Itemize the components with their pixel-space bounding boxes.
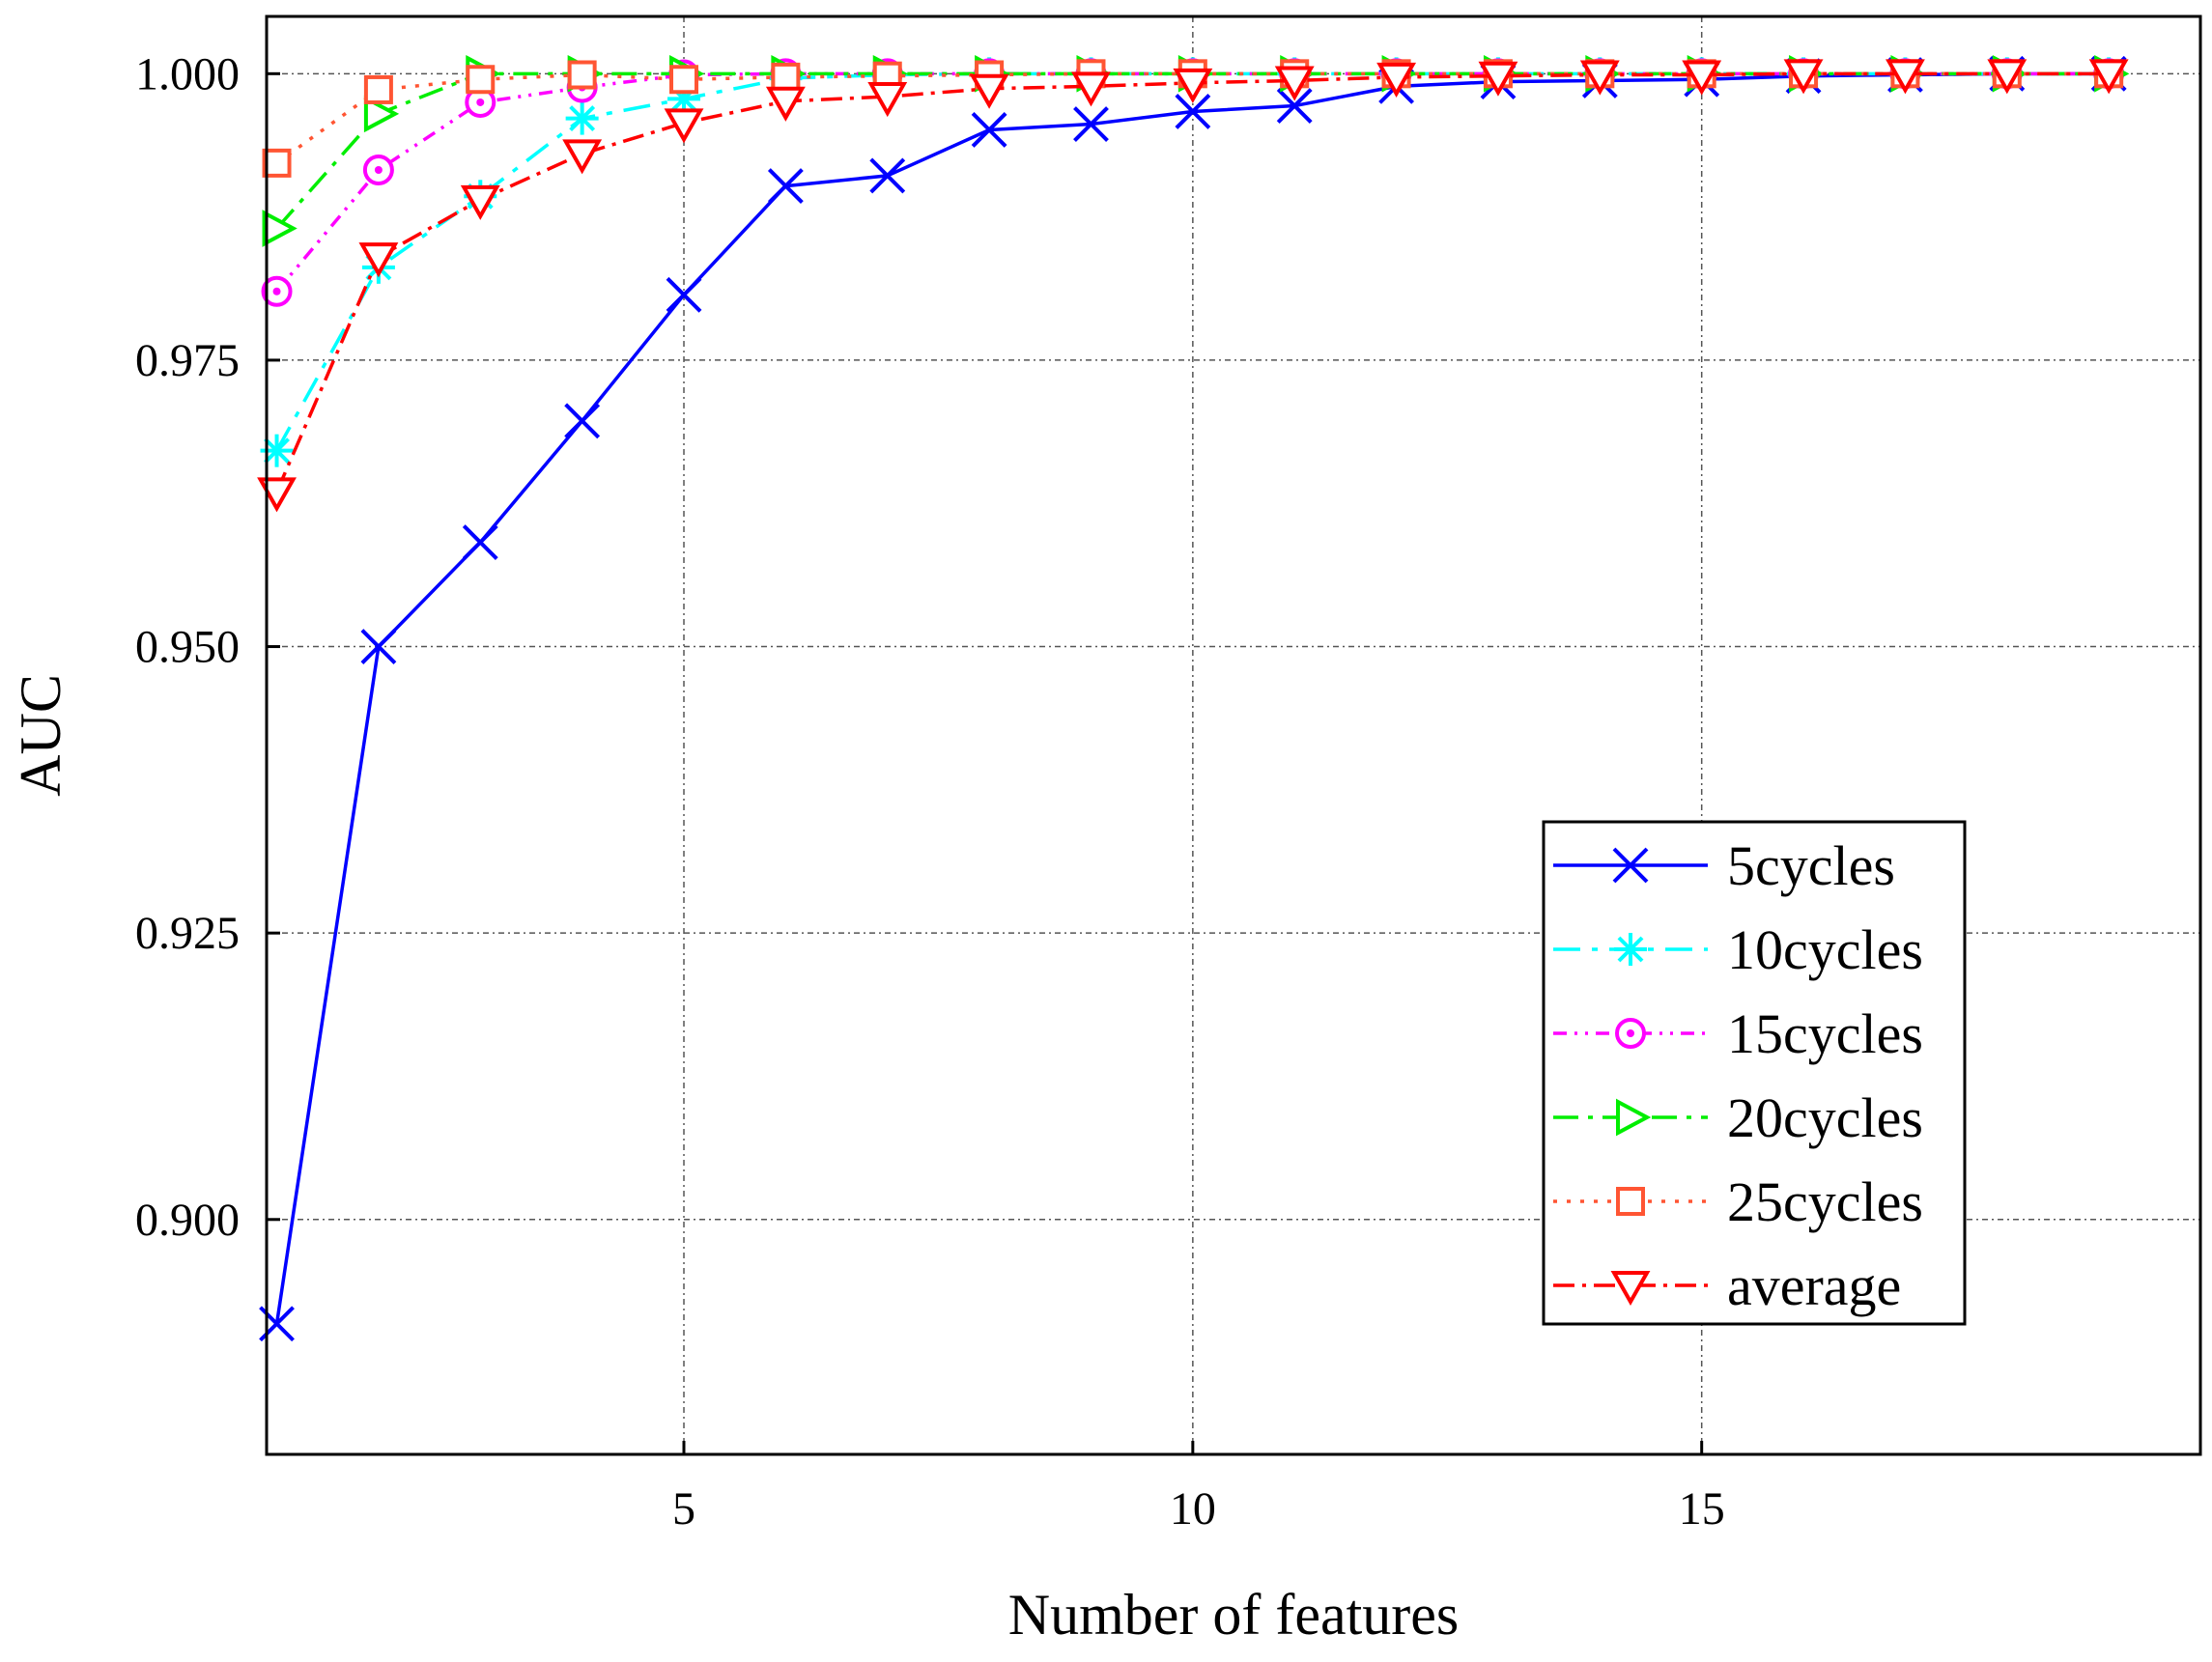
data-point <box>262 148 292 178</box>
legend-item: 15cycles <box>1553 1002 1923 1065</box>
data-point <box>466 65 496 95</box>
data-point <box>564 403 601 439</box>
data-point <box>2088 59 2129 95</box>
data-point <box>1175 94 1211 129</box>
legend-label: 10cycles <box>1727 918 1923 981</box>
data-point <box>257 477 297 513</box>
legend-box <box>1542 820 1967 1326</box>
data-point <box>869 157 906 194</box>
y-tick-label: 0.925 <box>135 908 240 959</box>
legend-item: average <box>1553 1254 1901 1317</box>
series-average <box>257 59 2129 513</box>
legend-label: average <box>1727 1254 1901 1317</box>
legend-item: 5cycles <box>1553 834 1895 897</box>
x-tick-label: 15 <box>1679 1483 1725 1535</box>
data-point <box>567 60 597 90</box>
data-point <box>562 139 603 175</box>
data-point <box>767 168 804 205</box>
data-point <box>462 524 498 560</box>
legend-marker <box>1615 1018 1646 1049</box>
data-point <box>362 154 394 185</box>
data-point <box>1274 66 1315 101</box>
y-tick-label: 0.975 <box>135 335 240 386</box>
legend: 5cycles 10cycles 15cycles 20cycles 25cycles a… <box>1542 820 1967 1326</box>
legend-label: 15cycles <box>1727 1002 1923 1065</box>
data-point <box>969 73 1009 109</box>
data-point <box>666 276 702 313</box>
data-point <box>867 82 908 118</box>
data-point <box>1376 62 1417 98</box>
data-point <box>1478 61 1518 97</box>
data-point <box>1783 59 1824 95</box>
legend-marker <box>1614 933 1647 966</box>
data-point <box>771 62 801 92</box>
data-point <box>363 95 400 133</box>
y-tick-label: 0.950 <box>135 622 240 673</box>
y-tick-label: 0.900 <box>135 1195 240 1246</box>
data-point <box>1579 60 1620 96</box>
x-axis-title: Number of features <box>1008 1583 1459 1647</box>
plot-area-frame <box>265 14 2202 1456</box>
data-point <box>1173 68 1213 103</box>
data-point <box>669 65 699 95</box>
data-point <box>358 242 399 278</box>
axis-ticks: 5 10 15 0.900 0.925 0.950 0.975 1.000 <box>135 48 1725 1535</box>
legend-label: 25cycles <box>1727 1170 1923 1233</box>
series-lines <box>257 54 2130 1342</box>
data-point <box>664 108 704 144</box>
data-point <box>565 101 599 135</box>
data-point <box>971 112 1007 148</box>
legend-marker <box>1612 847 1649 884</box>
legend-marker <box>1616 1187 1645 1216</box>
legend-item: 20cycles <box>1553 1086 1923 1149</box>
data-point <box>360 629 397 664</box>
data-point <box>765 86 806 122</box>
x-tick-label: 10 <box>1170 1483 1216 1535</box>
data-point <box>1682 60 1722 96</box>
data-point <box>1071 71 1111 107</box>
data-point <box>363 74 393 104</box>
data-point <box>1276 88 1313 124</box>
legend-item: 25cycles <box>1553 1170 1923 1233</box>
data-point <box>1987 59 2028 95</box>
data-point <box>460 184 500 220</box>
legend-label: 5cycles <box>1727 834 1895 897</box>
data-point <box>261 275 293 307</box>
y-tick-label: 1.000 <box>135 48 240 99</box>
legend-marker <box>1616 1098 1652 1137</box>
legend-item: 10cycles <box>1553 918 1923 981</box>
legend-label: 20cycles <box>1727 1086 1923 1149</box>
data-point <box>262 210 298 247</box>
legend-marker <box>1610 1271 1651 1307</box>
y-axis-title: AUC <box>9 674 72 797</box>
x-tick-label: 5 <box>672 1483 695 1535</box>
data-point <box>1073 106 1109 142</box>
data-point <box>1885 59 1925 95</box>
